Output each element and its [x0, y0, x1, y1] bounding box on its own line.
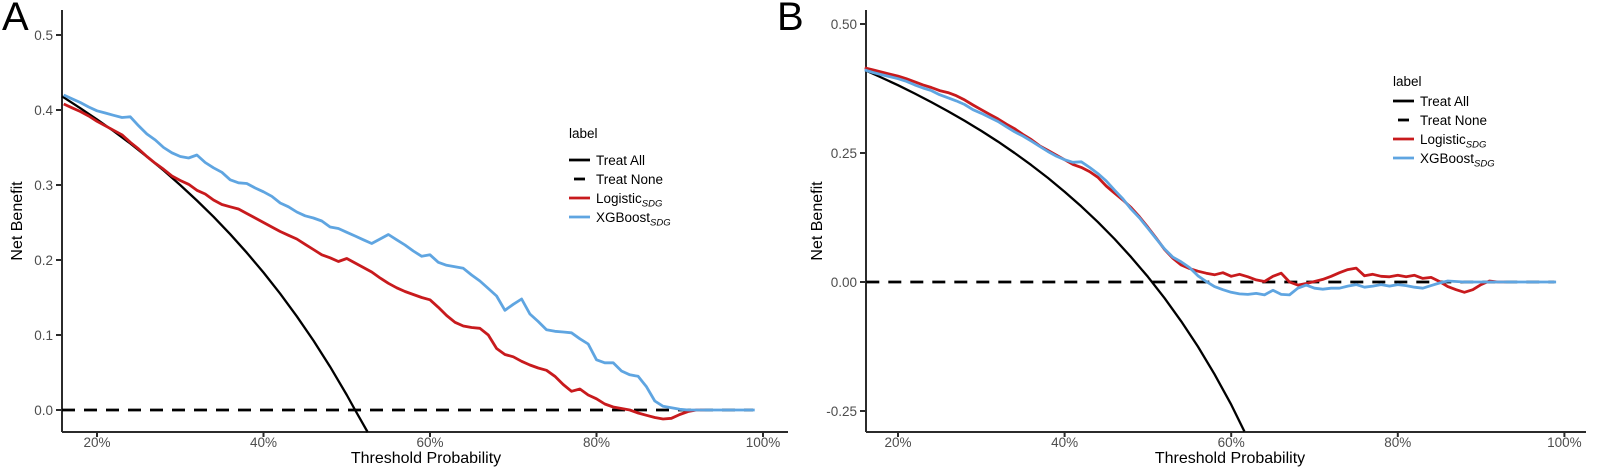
- series-line-logisticsdg: [63, 102, 705, 421]
- series-line-xgboostsdg: [63, 93, 755, 412]
- x-tick-label: 80%: [583, 435, 610, 450]
- x-tick-label: 80%: [1384, 435, 1411, 450]
- legend-title: label: [1393, 74, 1422, 89]
- y-tick-label: 0.5: [34, 28, 53, 43]
- y-tick-label: 0.00: [831, 275, 857, 290]
- panel-a-letter: A: [2, 0, 29, 39]
- legend-item-treat-none: Treat None: [1420, 113, 1487, 128]
- y-tick-label: 0.3: [34, 178, 53, 193]
- x-axis-title: Threshold Probability: [351, 450, 501, 467]
- series-line-logisticsdg: [864, 66, 1507, 294]
- y-tick-label: 0.4: [34, 103, 53, 118]
- y-tick-label: 0.0: [34, 403, 53, 418]
- y-tick-label: 0.2: [34, 253, 53, 268]
- legend-item-logistic: LogisticSDG: [1420, 132, 1486, 151]
- x-tick-label: 40%: [1051, 435, 1078, 450]
- panel-b: -0.25 0.00 0.25 0.50 20% 40% 60% 80% 100% Thresho…: [800, 0, 1600, 470]
- x-tick-label: 100%: [1547, 435, 1582, 450]
- series-line-treat-all: [61, 95, 369, 433]
- x-tick-label: 100%: [746, 435, 781, 450]
- legend-item-logistic: LogisticSDG: [596, 191, 662, 210]
- y-tick-label: 0.25: [831, 146, 857, 161]
- x-tick-label: 20%: [884, 435, 911, 450]
- y-tick-label: -0.25: [826, 404, 857, 419]
- series-line-xgboostsdg: [864, 68, 1557, 297]
- y-axis-title: Net Benefit: [809, 181, 826, 261]
- panel-b-letter: B: [777, 0, 804, 39]
- legend-item-treat-all: Treat All: [596, 153, 645, 168]
- x-axis-title: Threshold Probability: [1155, 450, 1305, 467]
- panel-a: 0.0 0.1 0.2 0.3 0.4 0.5 20% 40% 60% 80% 100% Thresh…: [9, 10, 788, 467]
- legend-item-treat-all: Treat All: [1420, 94, 1469, 109]
- y-tick-label: 0.50: [831, 17, 857, 32]
- chart-panel-a: 0.0 0.1 0.2 0.3 0.4 0.5 20% 40% 60% 80% 100% Thresh…: [9, 10, 788, 467]
- x-tick-label: 60%: [416, 435, 443, 450]
- legend-item-xgboost: XGBoostSDG: [1420, 151, 1495, 170]
- x-tick-label: 60%: [1218, 435, 1245, 450]
- series-line-treat-all: [865, 69, 1246, 433]
- legend-title: label: [569, 126, 598, 141]
- x-tick-label: 20%: [83, 435, 110, 450]
- y-tick-label: 0.1: [34, 328, 53, 343]
- x-tick-label: 40%: [250, 435, 277, 450]
- y-axis-title: Net Benefit: [9, 181, 26, 261]
- legend-item-xgboost: XGBoostSDG: [596, 210, 671, 229]
- legend-item-treat-none: Treat None: [596, 172, 663, 187]
- chart-panel-b: -0.25 0.00 0.25 0.50 20% 40% 60% 80% 100% Thresho…: [809, 10, 1586, 467]
